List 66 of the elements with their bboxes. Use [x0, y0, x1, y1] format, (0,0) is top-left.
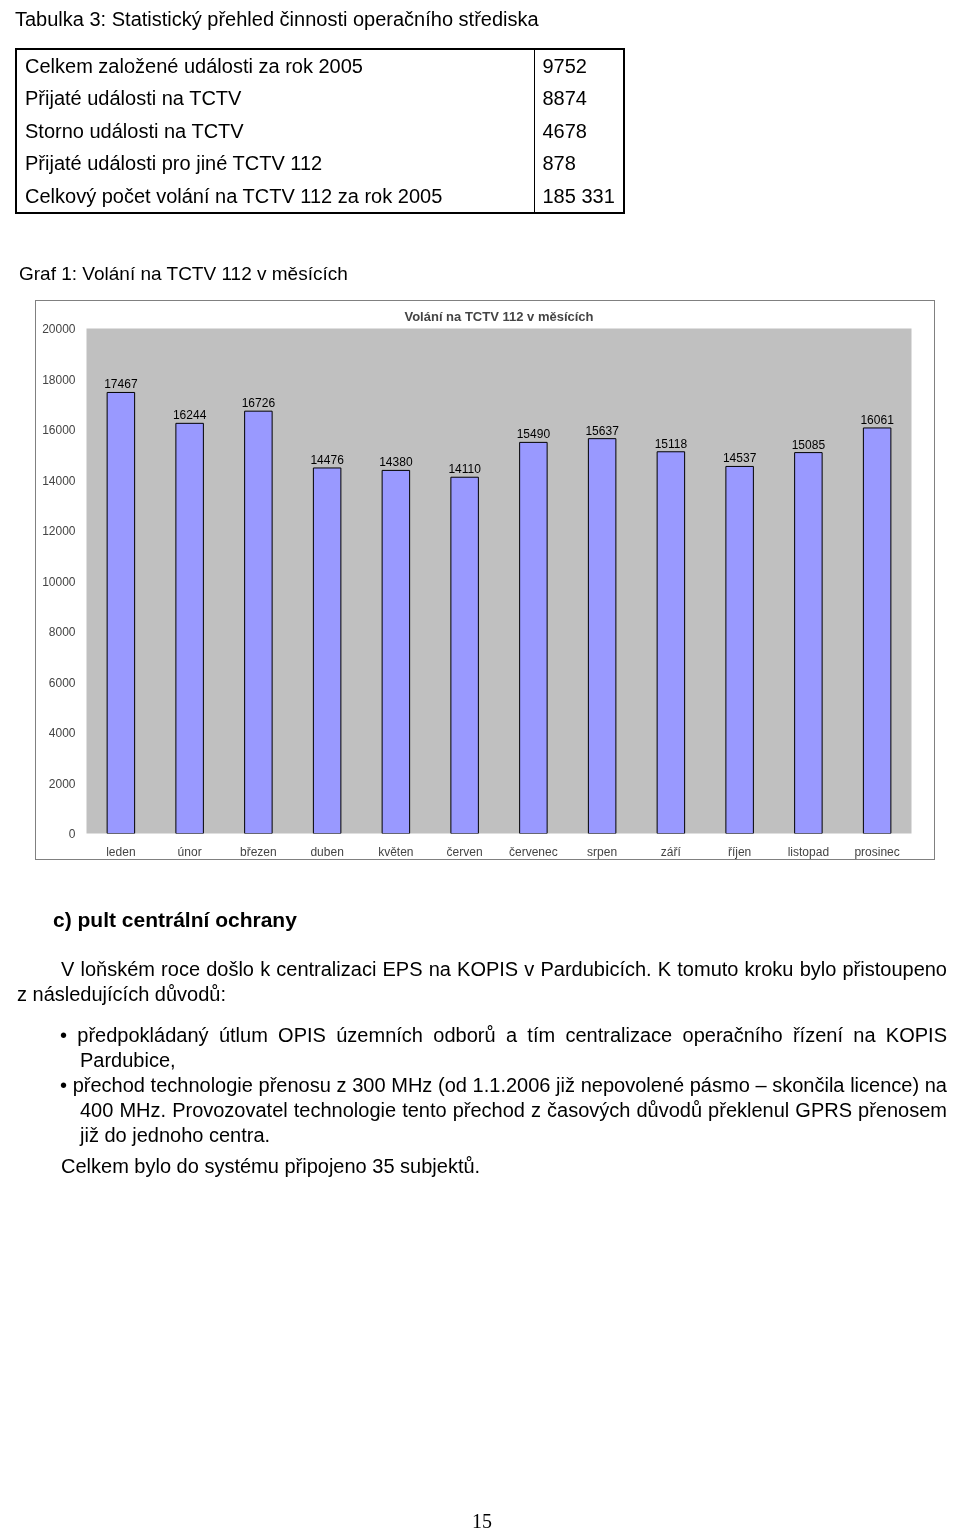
- y-tick-label: 20000: [42, 321, 76, 336]
- data-label: 16061: [860, 412, 895, 427]
- y-tick-label: 10000: [42, 574, 76, 589]
- bar: [312, 467, 342, 834]
- y-tick-label: 12000: [42, 523, 76, 538]
- data-label: 16244: [172, 408, 207, 422]
- text: 878: [541, 151, 577, 177]
- chart-title: Volání na TCTV 112 v měsících: [404, 308, 594, 324]
- data-label: 14476: [310, 452, 345, 467]
- x-tick-label: květen: [378, 844, 414, 859]
- text: 15: [471, 1508, 493, 1534]
- data-label: 14537: [722, 451, 757, 466]
- x-tick-label: leden: [106, 844, 136, 859]
- x-tick-label: únor: [177, 844, 202, 859]
- bar: [656, 450, 686, 834]
- text: V loňském roce došlo k centralizaci EPS na KOPIS v Pardubicích. K tomuto kroku bylo přistoupeno z následujících důvodů:: [17, 956, 947, 1007]
- bar: [794, 451, 823, 834]
- text: Přijaté události pro jiné TCTV 112: [16, 147, 534, 180]
- y-tick-label: 8000: [48, 624, 76, 639]
- text: Celkem bylo do systému připojeno 35 subjektů.: [60, 1153, 482, 1179]
- x-tick-label: březen: [240, 844, 277, 859]
- text: 8874: [541, 86, 588, 112]
- x-tick-label: září: [660, 844, 682, 859]
- bar: [862, 427, 892, 834]
- data-label: 16726: [241, 395, 276, 410]
- bar: [175, 422, 204, 834]
- data-label: 15490: [516, 427, 551, 442]
- y-tick-label: 2000: [48, 776, 76, 791]
- bar: [450, 476, 479, 834]
- text: Přijaté události na TCTV: [16, 82, 534, 115]
- bar: [381, 469, 411, 834]
- text: • přechod technologie přenosu z 300 MHz (od 1.1.2006 již nepovolené pásmo – skončila licence) na 400 MHz. Provozovatel technologie tento přechod z časových důvodů překlenul GPRS přenosem již do jednoho centra.: [60, 1072, 947, 1148]
- text: Celkem založené události za rok 2005: [16, 48, 534, 83]
- y-tick-label: 16000: [42, 422, 76, 437]
- x-tick-label: prosinec: [854, 844, 900, 859]
- data-label: 14110: [448, 461, 482, 476]
- text: 9752: [541, 53, 588, 79]
- text: c) pult centrální ochrany: [53, 906, 297, 933]
- data-label: 17467: [104, 377, 138, 392]
- bar: [587, 437, 617, 834]
- data-label: 15637: [585, 423, 620, 438]
- y-tick-label: 18000: [42, 372, 76, 387]
- x-tick-label: červenec: [509, 844, 558, 859]
- bar: [106, 391, 136, 834]
- bar: [725, 465, 754, 834]
- x-tick-label: červen: [446, 844, 483, 859]
- bar: [519, 441, 548, 834]
- y-tick-label: 6000: [48, 675, 76, 690]
- text: Celkový počet volání na TCTV 112 za rok 2005: [16, 179, 534, 214]
- data-label: 14380: [379, 455, 413, 470]
- text: 185 331: [541, 183, 616, 209]
- bar: [244, 410, 273, 834]
- text: • předpokládaný útlum OPIS územních odborů a tím centralizace operačního řízení na KOPIS Pardubice,: [60, 1022, 947, 1073]
- y-tick-label: 0: [68, 826, 76, 841]
- x-tick-label: duben: [310, 844, 344, 859]
- text: Tabulka 3: Statistický přehled činnosti operačního střediska: [15, 7, 539, 32]
- data-label: 15118: [654, 436, 688, 451]
- text: Graf 1: Volání na TCTV 112 v měsících: [19, 261, 348, 286]
- x-tick-label: říjen: [727, 844, 752, 859]
- x-tick-label: srpen: [587, 844, 618, 859]
- y-tick-label: 14000: [42, 473, 76, 488]
- text: 4678: [541, 118, 588, 144]
- x-tick-label: listopad: [787, 844, 830, 859]
- y-tick-label: 4000: [48, 725, 76, 740]
- text: Storno události na TCTV: [16, 114, 534, 148]
- data-label: 15085: [791, 437, 826, 452]
